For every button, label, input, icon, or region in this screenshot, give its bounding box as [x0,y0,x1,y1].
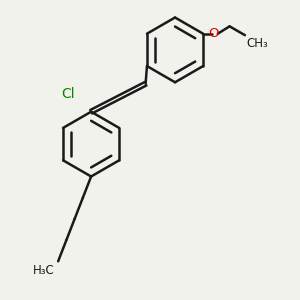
Text: CH₃: CH₃ [246,37,268,50]
Text: O: O [208,27,219,40]
Text: Cl: Cl [61,86,75,100]
Text: H₃C: H₃C [33,264,55,277]
